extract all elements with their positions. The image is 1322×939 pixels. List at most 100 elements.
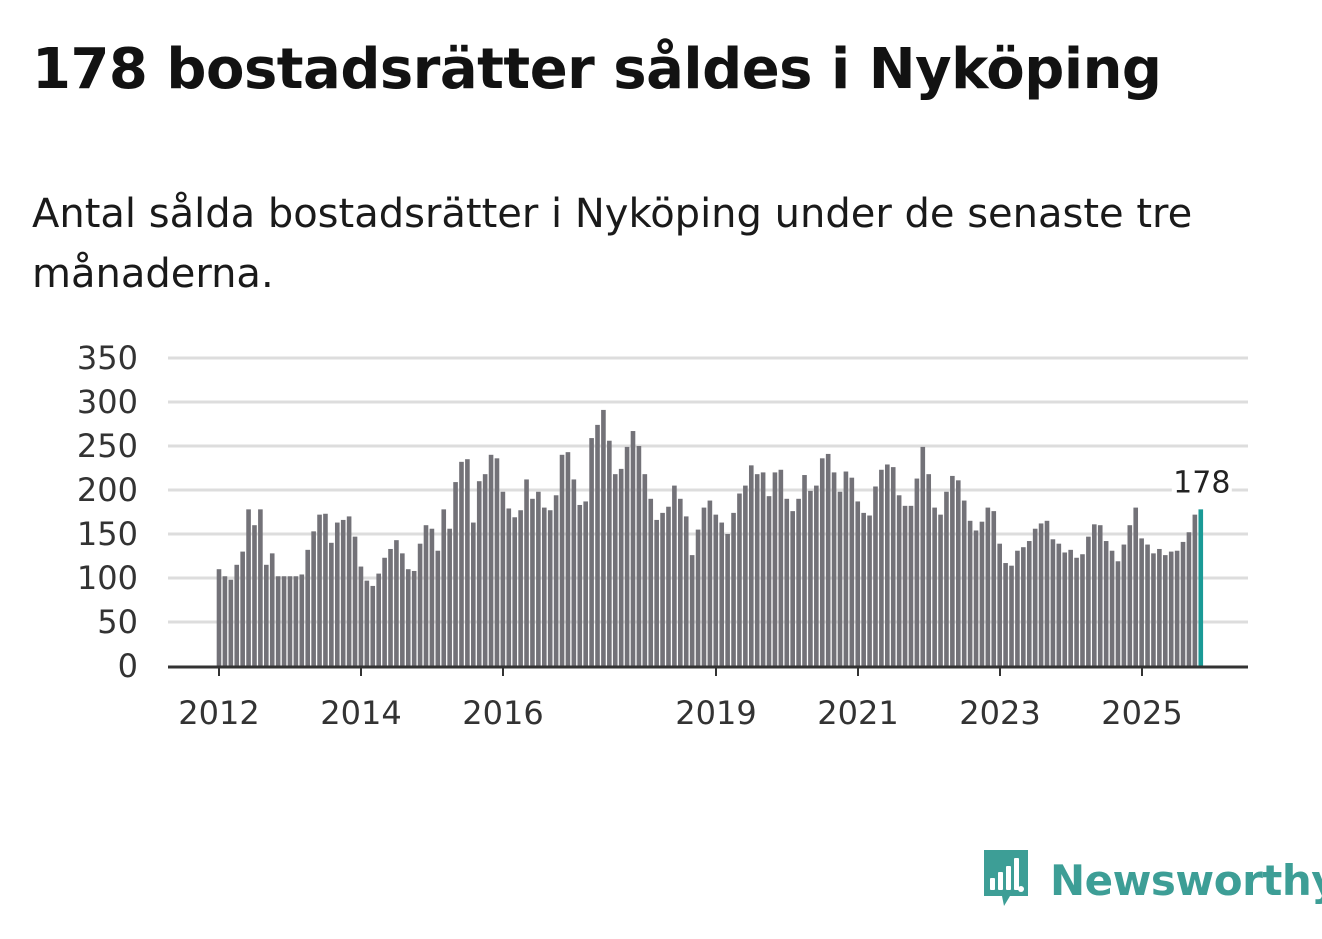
bar [246, 509, 251, 666]
bar [689, 555, 695, 666]
bar [802, 475, 807, 666]
bar [583, 501, 588, 666]
bar [1121, 544, 1127, 666]
bar [258, 509, 263, 666]
bar [997, 543, 1002, 666]
bar-latest [1198, 509, 1204, 666]
bar [1151, 553, 1156, 666]
bar [565, 452, 571, 666]
bar [340, 519, 346, 666]
x-tick-label: 2014 [320, 694, 401, 732]
x-axis-ticks [218, 668, 1143, 676]
x-tick-label: 2023 [959, 694, 1040, 732]
bar [683, 516, 689, 666]
bar [228, 579, 234, 666]
bar [1026, 541, 1032, 666]
bar [914, 478, 920, 666]
bar [293, 576, 299, 666]
bar [370, 585, 376, 666]
bar [1127, 525, 1133, 666]
bar [1074, 557, 1079, 666]
y-tick-label: 200 [77, 471, 138, 509]
bar [1115, 561, 1121, 666]
bar [861, 512, 866, 666]
bar [819, 458, 825, 666]
bar [234, 564, 240, 666]
data-label-background [1171, 463, 1232, 500]
bar [530, 498, 535, 666]
bar [1092, 524, 1097, 666]
bar [902, 505, 908, 666]
bar [1168, 551, 1174, 666]
y-axis-labels: 0 50 100 150 200 250 300 350 [77, 339, 138, 685]
bar [719, 522, 725, 666]
bar [334, 522, 340, 666]
bar [938, 514, 943, 666]
bar [1180, 541, 1186, 666]
bar [991, 511, 997, 666]
bar [394, 540, 399, 666]
bar [944, 491, 949, 666]
bar [612, 474, 618, 666]
bar [636, 446, 642, 666]
newsworthy-logo: Newsworthy [980, 848, 1322, 912]
bar [559, 454, 565, 666]
bar [275, 576, 281, 666]
y-tick-label: 300 [77, 383, 138, 421]
bar [926, 474, 932, 666]
bar [796, 498, 801, 666]
bar [287, 576, 293, 666]
bar [1062, 552, 1068, 666]
bar [269, 553, 275, 666]
bar [388, 548, 393, 666]
x-axis-labels: 2012 2014 2016 2019 2021 2023 2025 [178, 694, 1182, 732]
bar [589, 438, 594, 666]
bar [731, 512, 736, 666]
bar [518, 510, 523, 666]
bar [524, 479, 529, 666]
bar [772, 472, 778, 666]
bar [595, 424, 600, 666]
bar [1068, 549, 1073, 666]
bar [553, 495, 559, 666]
bar [879, 469, 884, 666]
bar [601, 409, 606, 666]
bar [725, 534, 730, 666]
bar [411, 570, 417, 666]
bar [885, 464, 890, 666]
bar [423, 525, 429, 666]
x-tick-label: 2025 [1101, 694, 1182, 732]
bar [252, 525, 257, 666]
bar [642, 474, 648, 666]
bar [837, 491, 843, 666]
bar [648, 498, 654, 666]
brand-name: Newsworthy [1050, 855, 1322, 905]
bar [500, 491, 506, 666]
bar [441, 509, 447, 666]
bar [1080, 554, 1085, 666]
bar [825, 453, 831, 666]
bar [666, 506, 671, 666]
bar [476, 481, 482, 666]
bar [867, 515, 872, 666]
bar [985, 507, 991, 666]
bar [654, 519, 659, 666]
bar [896, 495, 902, 666]
bar [541, 507, 547, 666]
y-tick-label: 150 [77, 515, 138, 553]
latest-value-label: 178 [1173, 465, 1230, 500]
y-tick-label: 350 [77, 339, 138, 377]
bar [814, 485, 819, 666]
bar [748, 465, 754, 666]
bar [1139, 538, 1144, 666]
bar [358, 566, 364, 666]
bar [1186, 532, 1192, 666]
bar [743, 485, 748, 666]
y-tick-label: 0 [118, 647, 138, 685]
bar [707, 500, 713, 666]
bar [346, 516, 352, 666]
bar [1086, 536, 1091, 666]
bar [547, 510, 553, 666]
bar [1044, 520, 1050, 666]
bar [299, 574, 305, 666]
